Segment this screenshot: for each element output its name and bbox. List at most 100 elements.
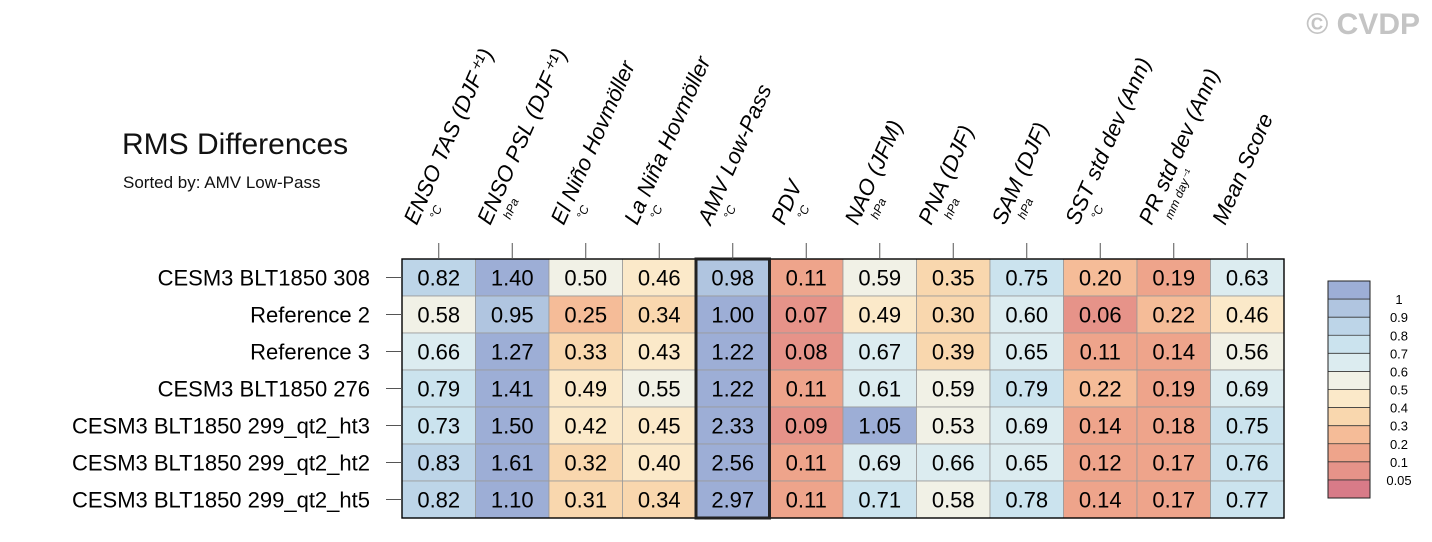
cell-value-label: 0.65: [1005, 451, 1048, 476]
colorbar-swatch: [1328, 317, 1370, 336]
heatmap-cell: [1136, 406, 1211, 445]
heatmap-cell: [1063, 443, 1138, 482]
cell-value-label: 0.49: [858, 303, 901, 328]
heatmap-cell: [1136, 258, 1211, 297]
cell-value-label: 0.65: [1005, 340, 1048, 365]
chart-title: RMS Differences: [122, 128, 349, 161]
heatmap-cell: [1136, 295, 1211, 334]
cell-value-label: 0.42: [564, 414, 607, 439]
colorbar-tick-label: 0.8: [1390, 328, 1408, 343]
heatmap-cell: [401, 406, 476, 445]
cell-value-label: 0.61: [858, 377, 901, 402]
column-unit: °C: [574, 203, 592, 221]
row-label: CESM3 BLT1850 299_qt2_ht5: [72, 488, 370, 513]
cell-value-label: 0.11: [786, 377, 827, 402]
cell-value-label: 0.31: [564, 488, 607, 513]
heatmap-cell: [622, 480, 697, 519]
cell-value-label: 1.22: [711, 340, 754, 365]
colorbar-swatch: [1328, 479, 1370, 498]
cell-value-label: 0.11: [786, 488, 827, 513]
colorbar-swatch: [1328, 299, 1370, 318]
colorbar-tick-label: 0.3: [1390, 419, 1408, 434]
cell-value-label: 1.61: [491, 451, 534, 476]
colorbar-tick-label: 0.2: [1390, 437, 1408, 452]
heatmap-cell: [1063, 480, 1138, 519]
colorbar-tick-label: 0.4: [1390, 401, 1408, 416]
cell-value-label: 0.66: [417, 340, 460, 365]
cell-value-label: 0.12: [1079, 451, 1122, 476]
row-label: CESM3 BLT1850 299_qt2_ht2: [72, 451, 370, 476]
heatmap-cell: [695, 295, 770, 334]
cell-value-label: 0.78: [1005, 488, 1048, 513]
cell-value-label: 2.33: [711, 414, 754, 439]
colorbar-tick-label: 0.05: [1386, 473, 1411, 488]
cell-value-label: 0.58: [417, 303, 460, 328]
colorbar-swatch: [1328, 353, 1370, 372]
heatmap-cell: [769, 295, 844, 334]
cell-value-label: 0.82: [417, 488, 460, 513]
heatmap-cell: [1136, 443, 1211, 482]
heatmap-cell: [1210, 258, 1285, 297]
heatmap-cell: [695, 480, 770, 519]
colorbar-tick-label: 0.5: [1390, 383, 1408, 398]
cell-value-label: 0.69: [1005, 414, 1048, 439]
cell-value-label: 0.77: [1226, 488, 1269, 513]
cell-value-label: 0.40: [638, 451, 681, 476]
cell-value-label: 2.97: [711, 488, 754, 513]
cell-value-label: 0.83: [417, 451, 460, 476]
heatmap-cell: [916, 406, 991, 445]
cell-value-label: 0.63: [1226, 266, 1269, 291]
heatmap-cell: [548, 369, 623, 408]
heatmap-cell: [1063, 332, 1138, 371]
heatmap-cell: [1210, 406, 1285, 445]
heatmap-cell: [401, 332, 476, 371]
heatmap-cell: [842, 295, 917, 334]
cell-value-label: 0.79: [417, 377, 460, 402]
cell-value-label: 0.46: [638, 266, 681, 291]
heatmap-cell: [1210, 332, 1285, 371]
row-label: CESM3 BLT1850 308: [158, 266, 370, 291]
cell-value-label: 0.17: [1152, 451, 1195, 476]
copyright-watermark: © CVDP: [1306, 8, 1420, 41]
heatmap-cell: [401, 443, 476, 482]
colorbar-tick-label: 0.1: [1390, 455, 1408, 470]
cell-value-label: 0.07: [785, 303, 828, 328]
cell-value-label: 0.11: [786, 266, 827, 291]
cell-value-label: 0.58: [932, 488, 975, 513]
cell-value-label: 0.69: [858, 451, 901, 476]
heatmap-cell: [475, 369, 550, 408]
heatmap-cell: [842, 443, 917, 482]
heatmap-cell: [916, 443, 991, 482]
cell-value-label: 1.27: [491, 340, 534, 365]
cell-value-label: 0.32: [564, 451, 607, 476]
column-header: Mean Score: [1207, 109, 1278, 228]
cell-value-label: 0.20: [1079, 266, 1122, 291]
heatmap-cell: [401, 369, 476, 408]
cell-value-label: 0.55: [638, 377, 681, 402]
colorbar-tick-label: 0.7: [1390, 346, 1408, 361]
colorbar-tick-label: 1: [1395, 292, 1402, 307]
cell-value-label: 1.50: [491, 414, 534, 439]
cell-value-label: 0.60: [1005, 303, 1048, 328]
cell-value-label: 0.14: [1079, 414, 1122, 439]
heatmap-cell: [769, 332, 844, 371]
heatmap-cell: [769, 480, 844, 519]
row-label: Reference 3: [250, 340, 370, 365]
chart-subtitle: Sorted by: AMV Low-Pass: [123, 173, 321, 192]
heatmap-cell: [475, 443, 550, 482]
cell-value-label: 0.53: [932, 414, 975, 439]
cell-value-label: 0.82: [417, 266, 460, 291]
cell-value-label: 0.25: [564, 303, 607, 328]
cell-value-label: 0.17: [1152, 488, 1195, 513]
colorbar-swatch: [1328, 425, 1370, 444]
heatmap-cell: [1136, 480, 1211, 519]
cell-value-label: 0.45: [638, 414, 681, 439]
cell-value-label: 0.79: [1005, 377, 1048, 402]
heatmap-cell: [769, 443, 844, 482]
heatmap-cell: [1063, 406, 1138, 445]
cell-value-label: 1.41: [491, 377, 534, 402]
colorbar-border: [1327, 280, 1371, 499]
cell-value-label: 0.35: [932, 266, 975, 291]
cell-value-label: 0.14: [1152, 340, 1195, 365]
column-unit: °C: [427, 203, 445, 221]
